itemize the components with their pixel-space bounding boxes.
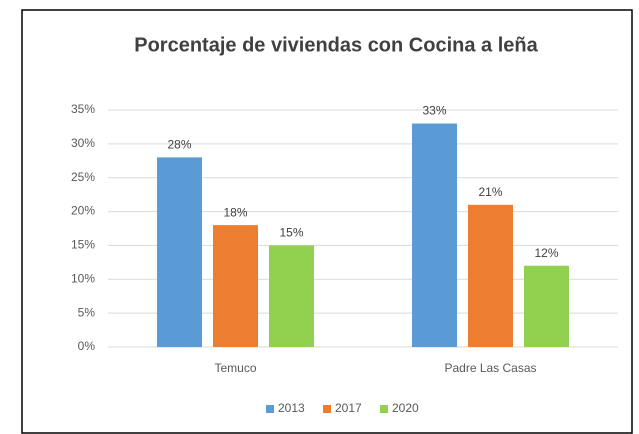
data-label: 33% bbox=[422, 104, 446, 118]
y-tick-label: 35% bbox=[71, 102, 95, 116]
legend-label: 2017 bbox=[335, 401, 362, 415]
bar bbox=[157, 157, 202, 347]
bar bbox=[412, 123, 457, 348]
legend-swatch bbox=[266, 405, 274, 413]
bar bbox=[269, 245, 314, 347]
data-label: 18% bbox=[223, 205, 247, 219]
data-label: 15% bbox=[279, 226, 303, 240]
y-tick-label: 30% bbox=[71, 136, 95, 150]
legend-label: 2020 bbox=[392, 401, 419, 415]
legend-swatch bbox=[380, 405, 388, 413]
y-tick-label: 0% bbox=[78, 339, 96, 353]
data-label: 28% bbox=[167, 138, 191, 152]
y-tick-label: 10% bbox=[71, 271, 95, 285]
legend-swatch bbox=[323, 405, 331, 413]
legend-label: 2013 bbox=[278, 401, 305, 415]
chart-title: Porcentaje de viviendas con Cocina a leñ… bbox=[134, 34, 538, 56]
chart-border bbox=[21, 9, 633, 434]
data-label: 12% bbox=[534, 246, 558, 260]
x-tick-label: Temuco bbox=[214, 361, 256, 375]
bar bbox=[468, 204, 513, 347]
y-tick-label: 20% bbox=[71, 204, 95, 218]
y-tick-label: 15% bbox=[71, 238, 95, 252]
bar bbox=[524, 265, 569, 347]
x-tick-label: Padre Las Casas bbox=[444, 361, 536, 375]
y-tick-label: 25% bbox=[71, 170, 95, 184]
y-tick-label: 5% bbox=[78, 305, 96, 319]
bar bbox=[213, 225, 258, 347]
data-label: 21% bbox=[478, 185, 502, 199]
